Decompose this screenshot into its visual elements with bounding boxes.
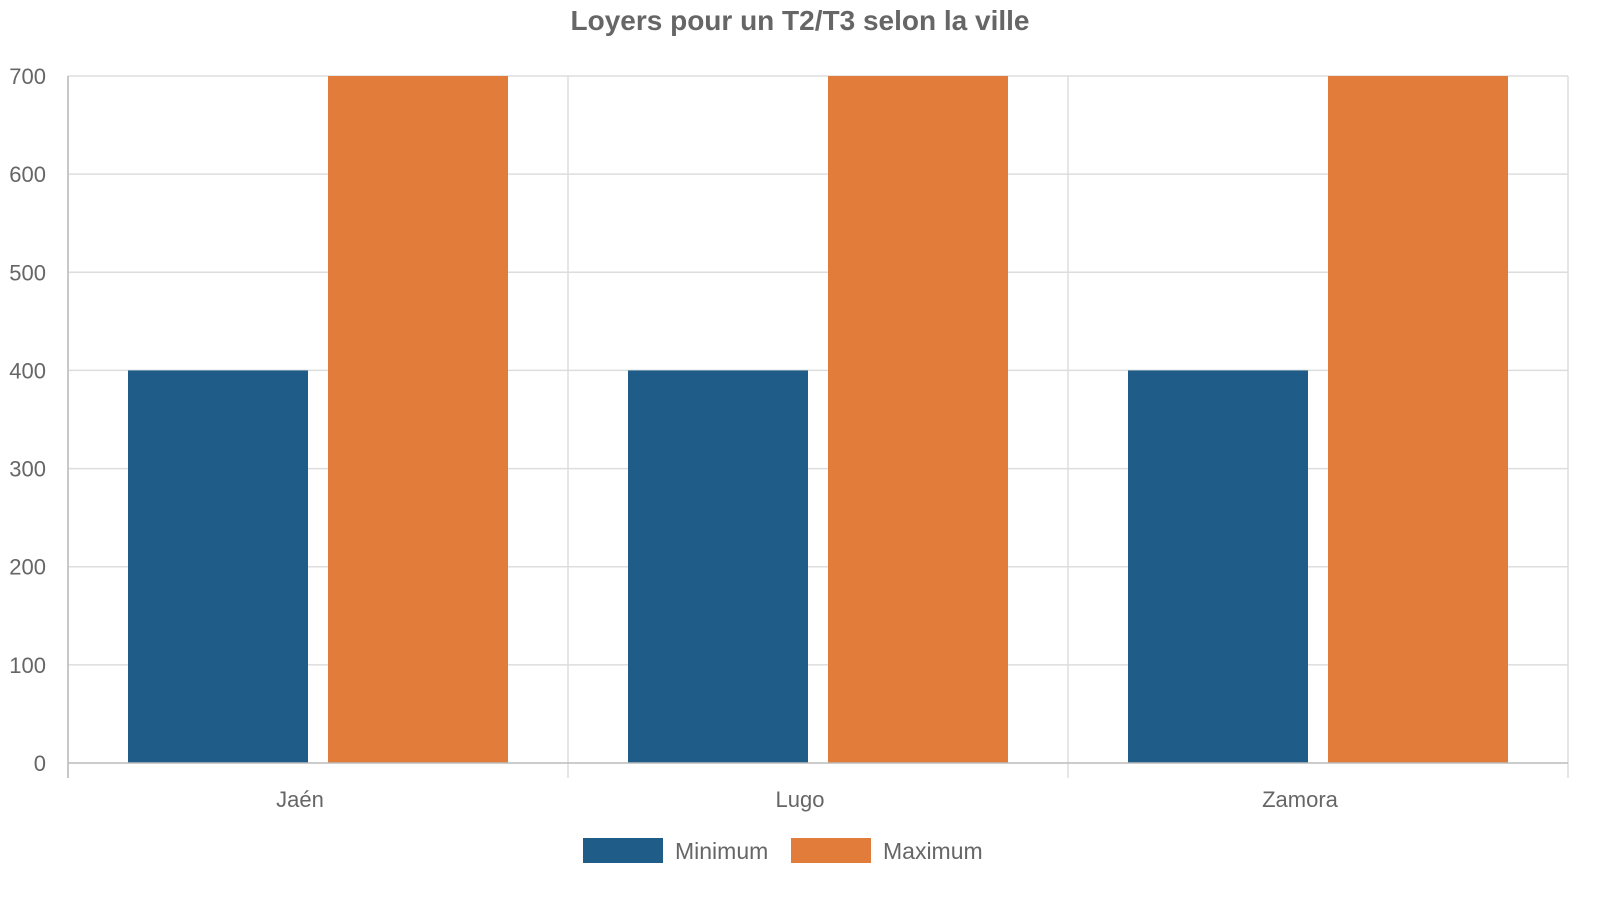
y-tick-label: 300 bbox=[9, 457, 46, 482]
bar-minimum-2[interactable] bbox=[1128, 370, 1308, 763]
y-tick-label: 100 bbox=[9, 653, 46, 678]
bar-maximum-1[interactable] bbox=[828, 76, 1008, 763]
bar-maximum-2[interactable] bbox=[1328, 76, 1508, 763]
x-tick-label: Lugo bbox=[776, 787, 825, 812]
legend-swatch-maximum[interactable] bbox=[791, 838, 871, 863]
legend-swatch-minimum[interactable] bbox=[583, 838, 663, 863]
legend-label-minimum[interactable]: Minimum bbox=[675, 838, 768, 864]
y-tick-label: 400 bbox=[9, 358, 46, 383]
y-tick-label: 200 bbox=[9, 555, 46, 580]
bar-maximum-0[interactable] bbox=[328, 76, 508, 763]
bar-minimum-0[interactable] bbox=[128, 370, 308, 763]
legend-label-maximum[interactable]: Maximum bbox=[883, 838, 983, 864]
y-tick-label: 700 bbox=[9, 64, 46, 89]
bars bbox=[128, 76, 1508, 763]
y-tick-label: 0 bbox=[34, 751, 46, 776]
tick-labels: 0 100 200 300 400 500 600 700 Jaén Lugo Zamora bbox=[9, 64, 1338, 812]
y-tick-label: 500 bbox=[9, 260, 46, 285]
bar-minimum-1[interactable] bbox=[628, 370, 808, 763]
axes bbox=[67, 76, 1568, 778]
x-tick-label: Jaén bbox=[276, 787, 324, 812]
x-tick-label: Zamora bbox=[1262, 787, 1339, 812]
legend: Minimum Maximum bbox=[583, 838, 983, 864]
chart-title: Loyers pour un T2/T3 selon la ville bbox=[570, 5, 1029, 36]
grid-lines bbox=[67, 75, 1569, 778]
y-tick-label: 600 bbox=[9, 162, 46, 187]
